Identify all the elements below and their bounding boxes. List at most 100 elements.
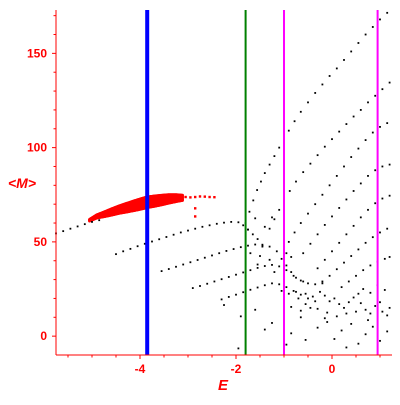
data-point [251,233,254,236]
data-point [364,33,367,36]
data-point [256,286,259,289]
data-point [331,250,333,253]
data-point [388,306,391,309]
series-12 [321,227,389,283]
data-point [379,339,381,342]
data-point [230,221,233,223]
data-point [302,171,305,174]
data-point [295,290,297,293]
y-tick-label: 0 [40,329,47,343]
data-point [263,172,266,174]
data-point [299,110,302,113]
data-point [355,274,357,277]
data-point [290,271,293,273]
data-point [268,245,271,248]
data-point [278,208,281,211]
data-point [263,328,266,331]
axes: -4 -2 0 0 50 100 150 [27,10,392,376]
data-point [381,197,384,200]
data-point [287,129,290,132]
series-10 [302,163,391,255]
data-point [381,310,384,313]
data-point [350,50,353,53]
y-axis-label: <M> [8,175,36,191]
data-point [350,156,353,158]
data-point [256,267,259,269]
data-point [242,224,245,227]
data-point [307,297,309,300]
series-4 [160,243,305,283]
data-point [273,271,276,273]
data-point [369,312,372,315]
data-point [175,265,177,268]
data-point [280,290,283,292]
data-point [297,297,300,300]
data-point [213,196,216,199]
data-point [316,233,319,236]
data-point [307,101,309,104]
data-point [362,288,365,290]
data-point [359,302,362,305]
data-point [189,261,192,264]
data-point [386,330,389,333]
data-point [273,155,276,158]
data-point [316,267,319,270]
data-point [62,230,65,233]
data-point [381,88,384,91]
data-point [309,242,312,245]
data-point [321,193,324,196]
data-point [345,233,348,236]
data-point [314,203,317,206]
y-tick-label: 100 [27,141,47,155]
data-point [321,282,324,285]
data-point [191,287,194,289]
data-point [271,216,273,219]
data-point [287,292,290,295]
data-point [187,229,189,232]
data-point [239,246,242,249]
data-point [314,300,317,303]
data-point [379,231,381,234]
data-point [388,81,391,84]
series-8 [268,81,391,230]
data-point [307,282,309,285]
data-point [194,215,197,218]
data-point [223,221,225,224]
data-point [343,165,345,168]
data-point [367,101,369,104]
data-point [292,274,295,277]
data-point [386,11,389,14]
data-point [285,343,288,346]
data-point [203,256,206,259]
data-point [254,243,257,246]
data-point [254,217,257,220]
data-point [268,227,271,230]
data-point [288,190,291,192]
data-point [285,286,288,289]
data-point [369,291,372,294]
data-point [357,342,360,345]
y-tick-label: 50 [34,235,48,249]
data-point [136,245,139,248]
data-point [76,225,79,228]
data-point [271,282,273,285]
data-point [299,222,302,224]
reference-lines [145,10,379,355]
data-point [280,257,283,260]
data-point [203,195,206,198]
data-point [323,317,326,320]
data-point [129,247,132,250]
data-point [268,258,271,261]
data-point [359,216,362,219]
data-point [260,180,262,183]
data-point [268,163,271,166]
x-tick-label: -4 [135,362,146,376]
data-point [239,315,242,318]
data-point [316,307,319,310]
data-point [249,288,252,291]
data-point [309,306,312,309]
data-point [352,190,355,192]
data-point [357,42,360,44]
data-point [271,263,273,266]
